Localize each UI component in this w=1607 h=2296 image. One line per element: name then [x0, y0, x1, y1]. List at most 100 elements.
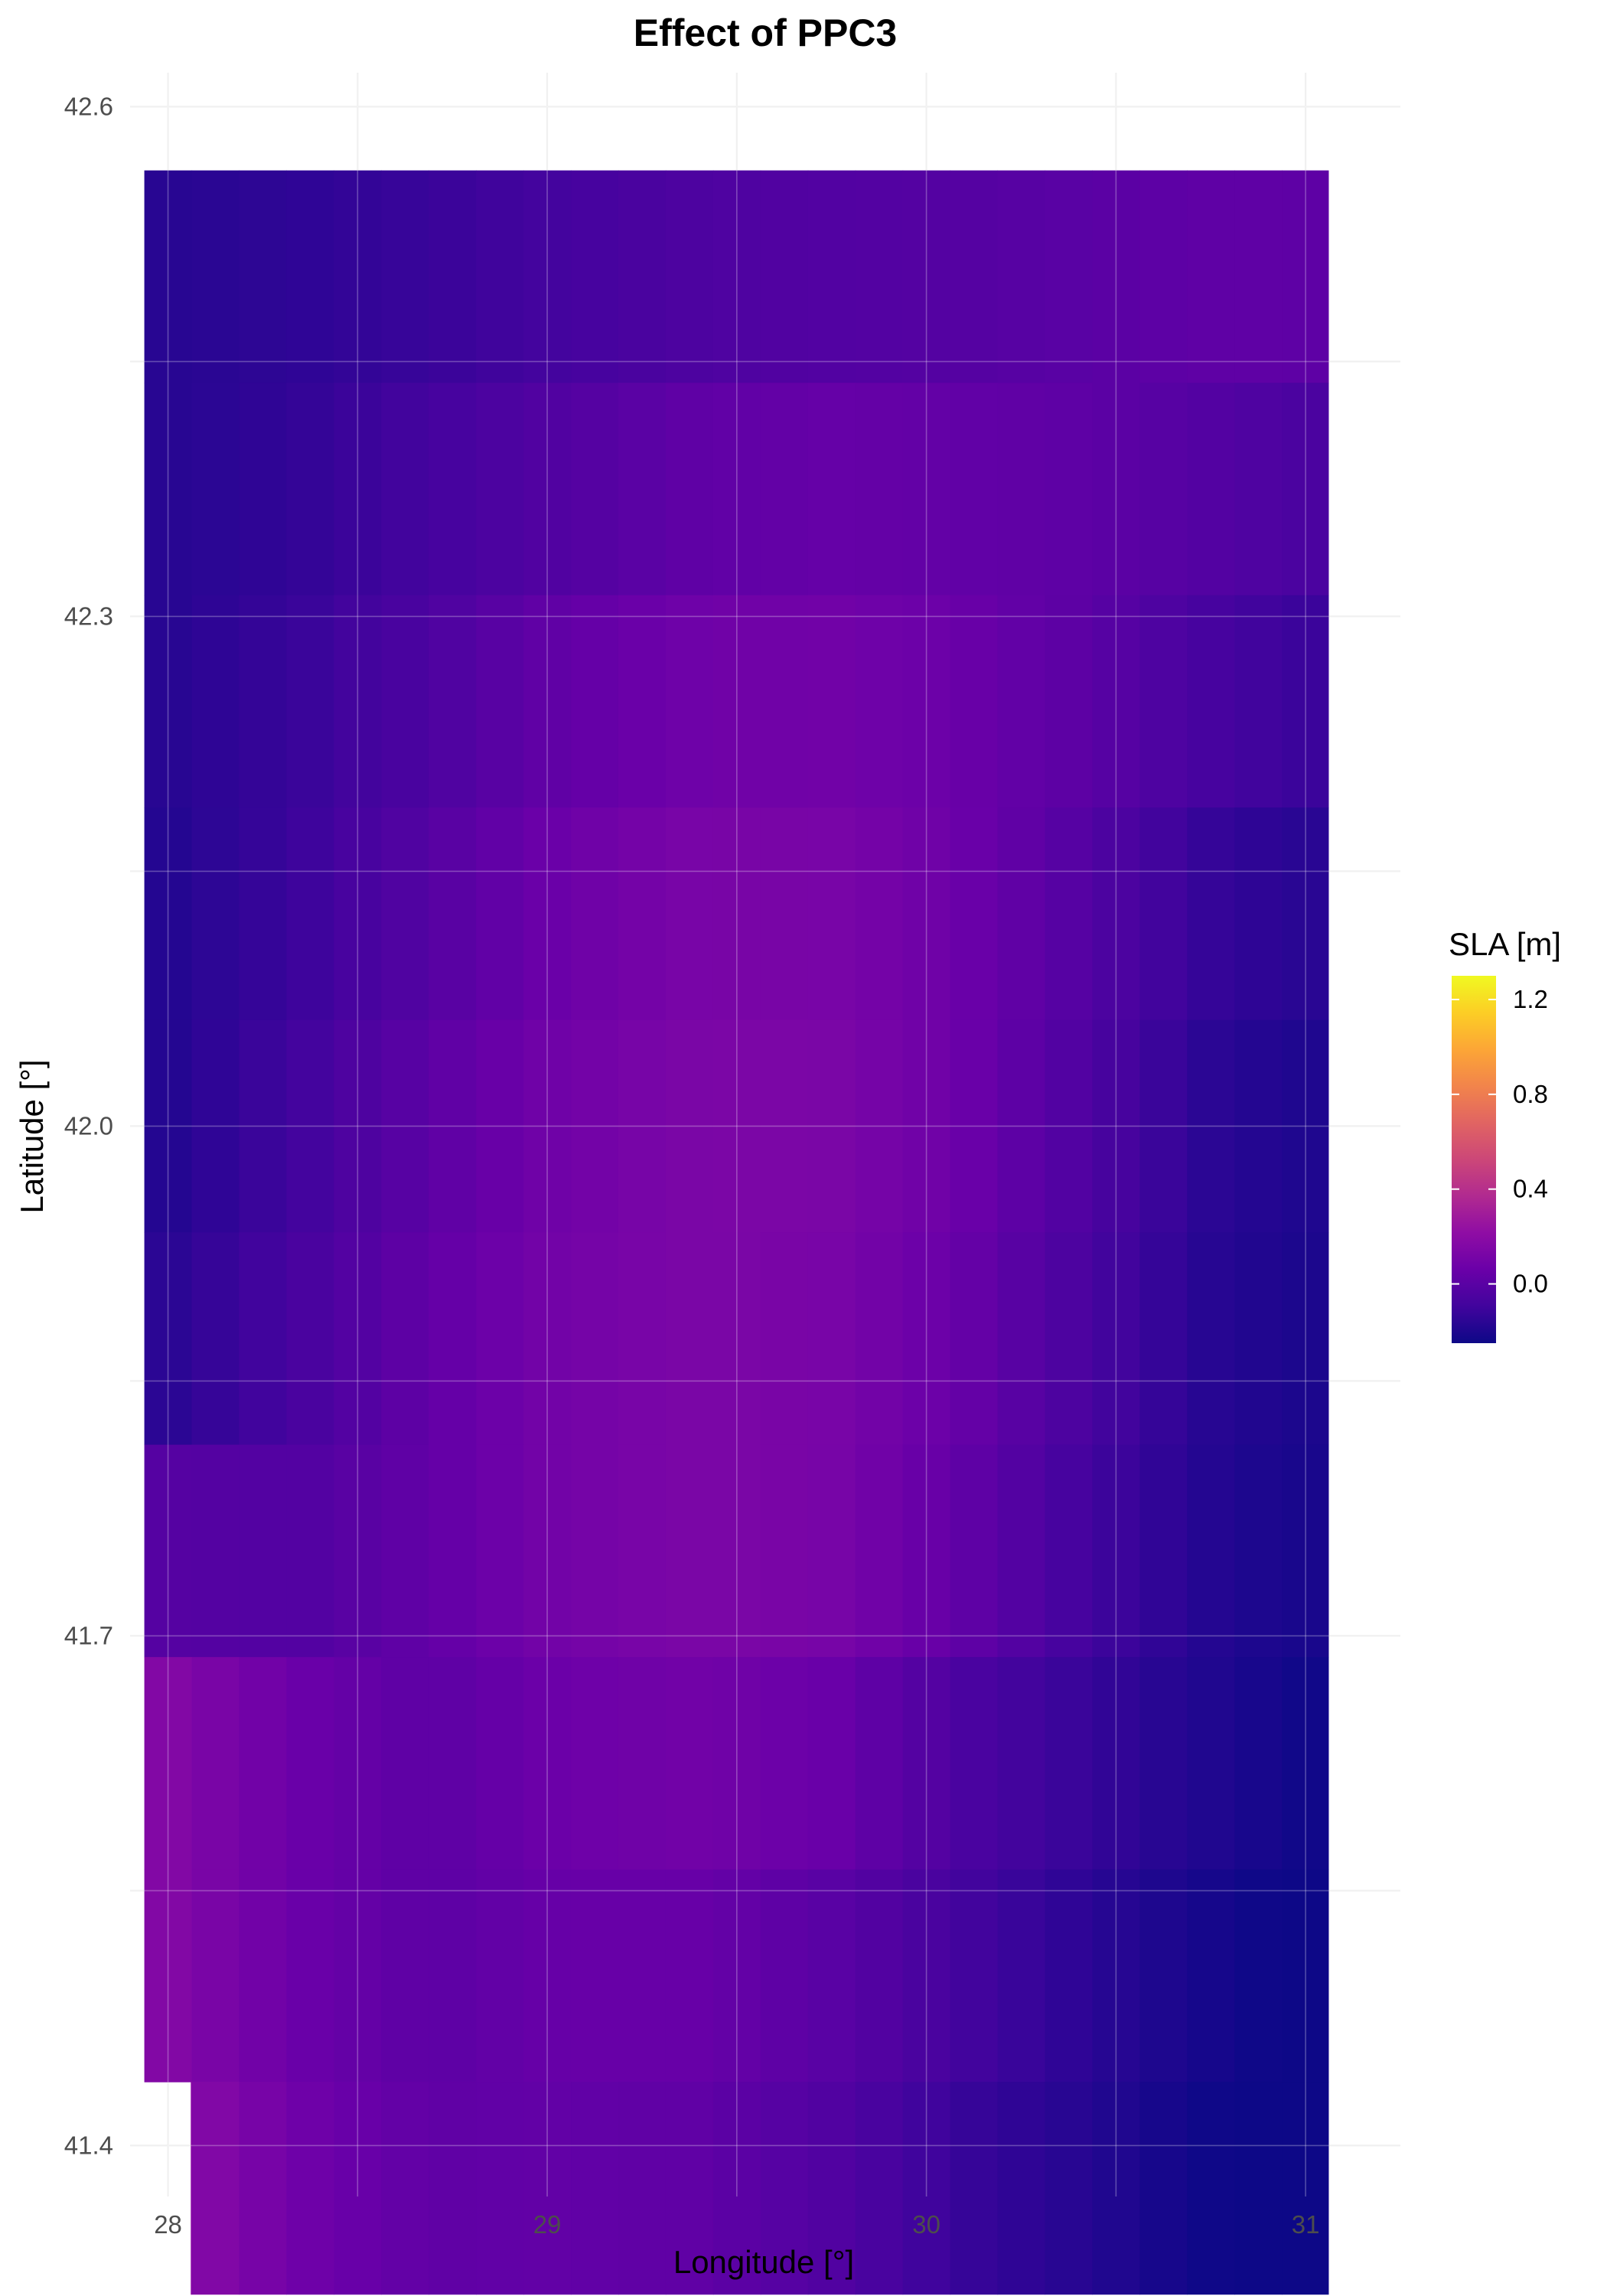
heatmap-cell — [712, 1869, 761, 2082]
heatmap-cell — [334, 1869, 382, 2082]
heatmap-cell — [144, 1232, 193, 1446]
heatmap-cell — [807, 595, 856, 808]
heatmap-cell — [1092, 807, 1140, 1021]
heatmap-cell — [476, 807, 524, 1021]
heatmap-cell — [1234, 170, 1283, 383]
heatmap-cell — [523, 170, 572, 383]
legend-title: SLA [m] — [1449, 926, 1561, 962]
y-tick-label: 42.3 — [64, 602, 113, 630]
heatmap-cell — [381, 170, 429, 383]
heatmap-cell — [618, 595, 667, 808]
heatmap-cell — [760, 1444, 809, 1658]
heatmap-cell — [997, 595, 1046, 808]
heatmap-cell — [712, 383, 761, 596]
heatmap-cell — [1187, 383, 1235, 596]
heatmap-cell — [239, 383, 288, 596]
heatmap-cell — [665, 1019, 714, 1233]
heatmap-cell — [1187, 1232, 1235, 1446]
heatmap-cell — [523, 807, 572, 1021]
heatmap-cell — [712, 1444, 761, 1658]
legend-colorbar — [1452, 976, 1496, 1343]
heatmap-cell — [807, 383, 856, 596]
heatmap-cell — [144, 807, 193, 1021]
heatmap-cell — [571, 1869, 619, 2082]
heatmap-cell — [381, 2082, 429, 2295]
heatmap-cell — [239, 170, 288, 383]
x-tick-label: 31 — [1292, 2210, 1320, 2239]
heatmap-cell — [144, 1869, 193, 2082]
heatmap-cell — [286, 1657, 334, 1870]
heatmap-cell — [760, 2082, 809, 2295]
heatmap-cell — [712, 1019, 761, 1233]
heatmap-cell — [571, 383, 619, 596]
heatmap-cell — [902, 1444, 951, 1658]
heatmap-cell — [286, 170, 334, 383]
heatmap-cell — [523, 1232, 572, 1446]
heatmap-cell — [950, 170, 999, 383]
heatmap-cell — [997, 2082, 1046, 2295]
heatmap-cell — [429, 383, 477, 596]
heatmap-cell — [191, 1444, 240, 1658]
heatmap-cell — [1282, 383, 1329, 596]
heatmap-cell — [1282, 807, 1329, 1021]
heatmap-cell — [807, 1232, 856, 1446]
heatmap-cell — [144, 595, 193, 808]
chart-title: Effect of PPC3 — [634, 11, 898, 54]
heatmap-cell — [429, 1232, 477, 1446]
heatmap-cell — [191, 595, 240, 808]
heatmap-cell — [571, 807, 619, 1021]
heatmap-cell — [1045, 1869, 1093, 2082]
heatmap-cell — [239, 1232, 288, 1446]
heatmap-cell — [1092, 1019, 1140, 1233]
heatmap-cell — [1139, 1869, 1188, 2082]
heatmap-cell — [1139, 1444, 1188, 1658]
heatmap-cell — [1234, 1869, 1283, 2082]
heatmap-cell — [523, 595, 572, 808]
heatmap-cell — [1234, 1657, 1283, 1870]
heatmap-cell — [381, 1657, 429, 1870]
x-axis-title: Longitude [°] — [673, 2244, 854, 2280]
heatmap-cell — [429, 1869, 477, 2082]
heatmap-cell — [144, 1657, 193, 1870]
heatmap-cell — [523, 1657, 572, 1870]
heatmap-cell — [1092, 595, 1140, 808]
heatmap-cell — [807, 1444, 856, 1658]
heatmap-cell — [429, 1657, 477, 1870]
heatmap-cell — [144, 1019, 193, 1233]
heatmap-cell — [571, 1444, 619, 1658]
heatmap-cell — [618, 170, 667, 383]
heatmap-cell — [144, 1444, 193, 1658]
heatmap-cell — [997, 1019, 1046, 1233]
heatmap-cell — [239, 1657, 288, 1870]
heatmap-cells — [144, 170, 1329, 2295]
heatmap-cell — [1092, 1869, 1140, 2082]
heatmap-cell — [571, 170, 619, 383]
heatmap-cell — [476, 1444, 524, 1658]
heatmap-cell — [381, 595, 429, 808]
heatmap-cell — [1092, 1444, 1140, 1658]
y-axis-title: Latitude [°] — [14, 1059, 50, 1213]
heatmap-cell — [665, 1657, 714, 1870]
heatmap-cell — [950, 383, 999, 596]
heatmap-cell — [1187, 170, 1235, 383]
heatmap-cell — [381, 807, 429, 1021]
heatmap-cell — [476, 1869, 524, 2082]
heatmap-cell — [523, 1444, 572, 1658]
heatmap-cell — [334, 1657, 382, 1870]
heatmap-cell — [1234, 1019, 1283, 1233]
heatmap-cell — [476, 1232, 524, 1446]
heatmap-cell — [381, 383, 429, 596]
heatmap-cell — [1234, 807, 1283, 1021]
heatmap-cell — [1139, 383, 1188, 596]
heatmap-cell — [286, 2082, 334, 2295]
heatmap-cell — [1139, 807, 1188, 1021]
heatmap-cell — [239, 1444, 288, 1658]
grid-overlay — [130, 73, 1400, 2197]
heatmap-cell — [1045, 383, 1093, 596]
heatmap-cell — [429, 1019, 477, 1233]
heatmap-cell — [381, 1869, 429, 2082]
heatmap-cell — [665, 170, 714, 383]
heatmap-cell — [334, 1232, 382, 1446]
heatmap-cell — [476, 1019, 524, 1233]
legend-tick-label: 1.2 — [1513, 985, 1548, 1013]
